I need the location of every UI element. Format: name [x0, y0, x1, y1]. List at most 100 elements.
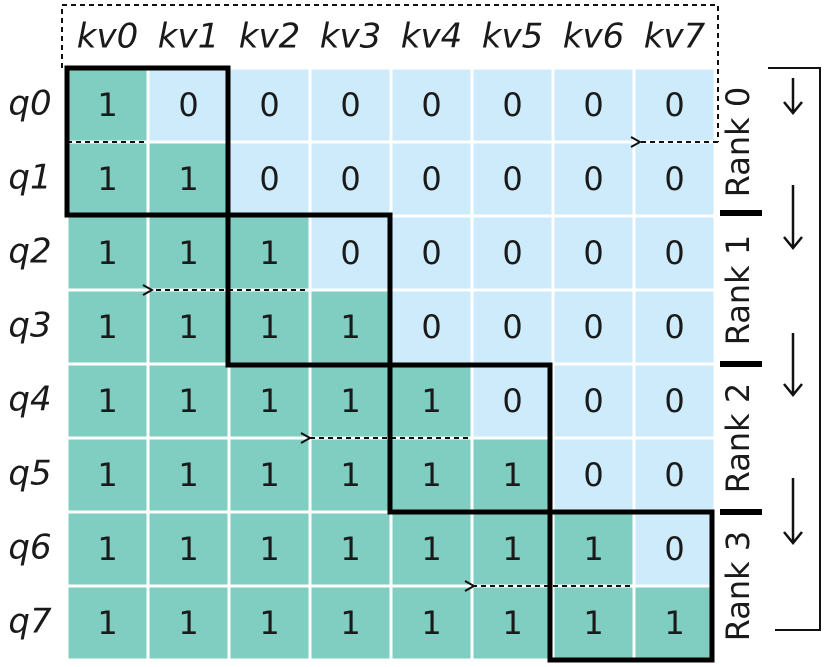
column-label: kv5 — [482, 17, 543, 57]
cell-value: 1 — [421, 530, 441, 568]
cell-value: 1 — [97, 160, 117, 198]
row-label: q1 — [8, 158, 51, 198]
cell — [146, 584, 231, 662]
cell-value: 0 — [502, 308, 522, 346]
cell — [632, 362, 717, 440]
cell-value: 1 — [259, 456, 279, 494]
cell — [551, 362, 636, 440]
cell-value: 0 — [583, 234, 603, 272]
column-label: kv4 — [401, 17, 462, 57]
cell-value: 1 — [340, 530, 360, 568]
cell — [389, 288, 474, 366]
cell-value: 0 — [664, 234, 684, 272]
cell-value: 1 — [340, 456, 360, 494]
column-label: kv0 — [77, 17, 138, 57]
cell-value: 1 — [421, 456, 441, 494]
cell-value: 1 — [583, 530, 603, 568]
row-label: q5 — [8, 454, 51, 494]
cell-value: 0 — [421, 234, 441, 272]
cell-value: 0 — [583, 382, 603, 420]
cell-value: 1 — [97, 456, 117, 494]
cell — [308, 510, 393, 588]
cell-value: 1 — [178, 604, 198, 642]
cell — [389, 140, 474, 218]
cell — [65, 510, 150, 588]
row-label: q6 — [8, 528, 51, 568]
cell-value: 1 — [259, 604, 279, 642]
column-label: kv1 — [158, 17, 219, 57]
down-arrows — [783, 78, 803, 545]
cell-value: 1 — [583, 604, 603, 642]
row-label: q2 — [8, 232, 51, 272]
header-box — [61, 4, 719, 142]
cell-value: 1 — [421, 382, 441, 420]
cell-value: 0 — [664, 382, 684, 420]
cell-value: 0 — [340, 160, 360, 198]
column-label: kv3 — [320, 17, 381, 57]
cell-value: 0 — [664, 308, 684, 346]
cell — [227, 584, 312, 662]
cell-value: 0 — [502, 160, 522, 198]
cell-value: 0 — [502, 234, 522, 272]
cell-value: 1 — [259, 530, 279, 568]
cell-value: 0 — [664, 86, 684, 124]
cell-value: 1 — [178, 308, 198, 346]
cell-value: 1 — [97, 530, 117, 568]
cell-value: 0 — [664, 456, 684, 494]
ring-bracket — [768, 67, 821, 631]
cell — [227, 362, 312, 440]
column-label: kv2 — [239, 17, 300, 57]
cell-value: 1 — [502, 530, 522, 568]
rank-label: Rank 0 — [719, 87, 757, 197]
cell-value: 0 — [583, 456, 603, 494]
cell-value: 0 — [340, 86, 360, 124]
cell-value: 0 — [259, 86, 279, 124]
cell — [308, 436, 393, 514]
cell — [632, 66, 717, 144]
rank-label: Rank 2 — [719, 383, 757, 493]
cell — [470, 140, 555, 218]
cell-value: 1 — [97, 604, 117, 642]
cell — [65, 214, 150, 292]
row-label: q3 — [8, 306, 51, 346]
cell-value: 1 — [178, 160, 198, 198]
cell — [308, 214, 393, 292]
cell-value: 0 — [664, 160, 684, 198]
cell-value: 1 — [502, 604, 522, 642]
cell-value: 1 — [259, 382, 279, 420]
cell-value: 0 — [583, 86, 603, 124]
cell-value: 0 — [583, 308, 603, 346]
cell-value: 1 — [340, 604, 360, 642]
cell — [632, 436, 717, 514]
cell — [146, 214, 231, 292]
cell-value: 0 — [421, 308, 441, 346]
row-label: q7 — [8, 602, 52, 642]
cell-value: 1 — [178, 530, 198, 568]
cell-value: 0 — [340, 234, 360, 272]
cell — [146, 436, 231, 514]
column-label: kv6 — [563, 17, 624, 57]
rank-label: Rank 3 — [719, 531, 757, 641]
column-label: kv7 — [644, 17, 706, 57]
cell-grid: 1 0 0 0 0 0 0 0 1 1 0 0 0 0 0 0 1 1 1 0 0 0 0 0 1 1 1 1 0 0 0 0 1 1 1 1 1 0 0 0… — [65, 66, 717, 662]
cell — [632, 140, 717, 218]
cell-value: 0 — [583, 160, 603, 198]
cell — [551, 66, 636, 144]
cell-value: 1 — [259, 308, 279, 346]
cell-value: 1 — [340, 308, 360, 346]
cell-value: 1 — [97, 308, 117, 346]
block-outline — [64, 65, 715, 663]
cell — [551, 436, 636, 514]
row-label: q0 — [8, 84, 51, 124]
cell-value: 1 — [502, 456, 522, 494]
cell-value: 0 — [421, 160, 441, 198]
cell — [65, 288, 150, 366]
cell-value: 0 — [421, 86, 441, 124]
cell-value: 0 — [178, 86, 198, 124]
row-label: q4 — [8, 380, 51, 420]
cell — [389, 584, 474, 662]
cell-value: 1 — [259, 234, 279, 272]
cell — [632, 510, 717, 588]
cell — [389, 66, 474, 144]
